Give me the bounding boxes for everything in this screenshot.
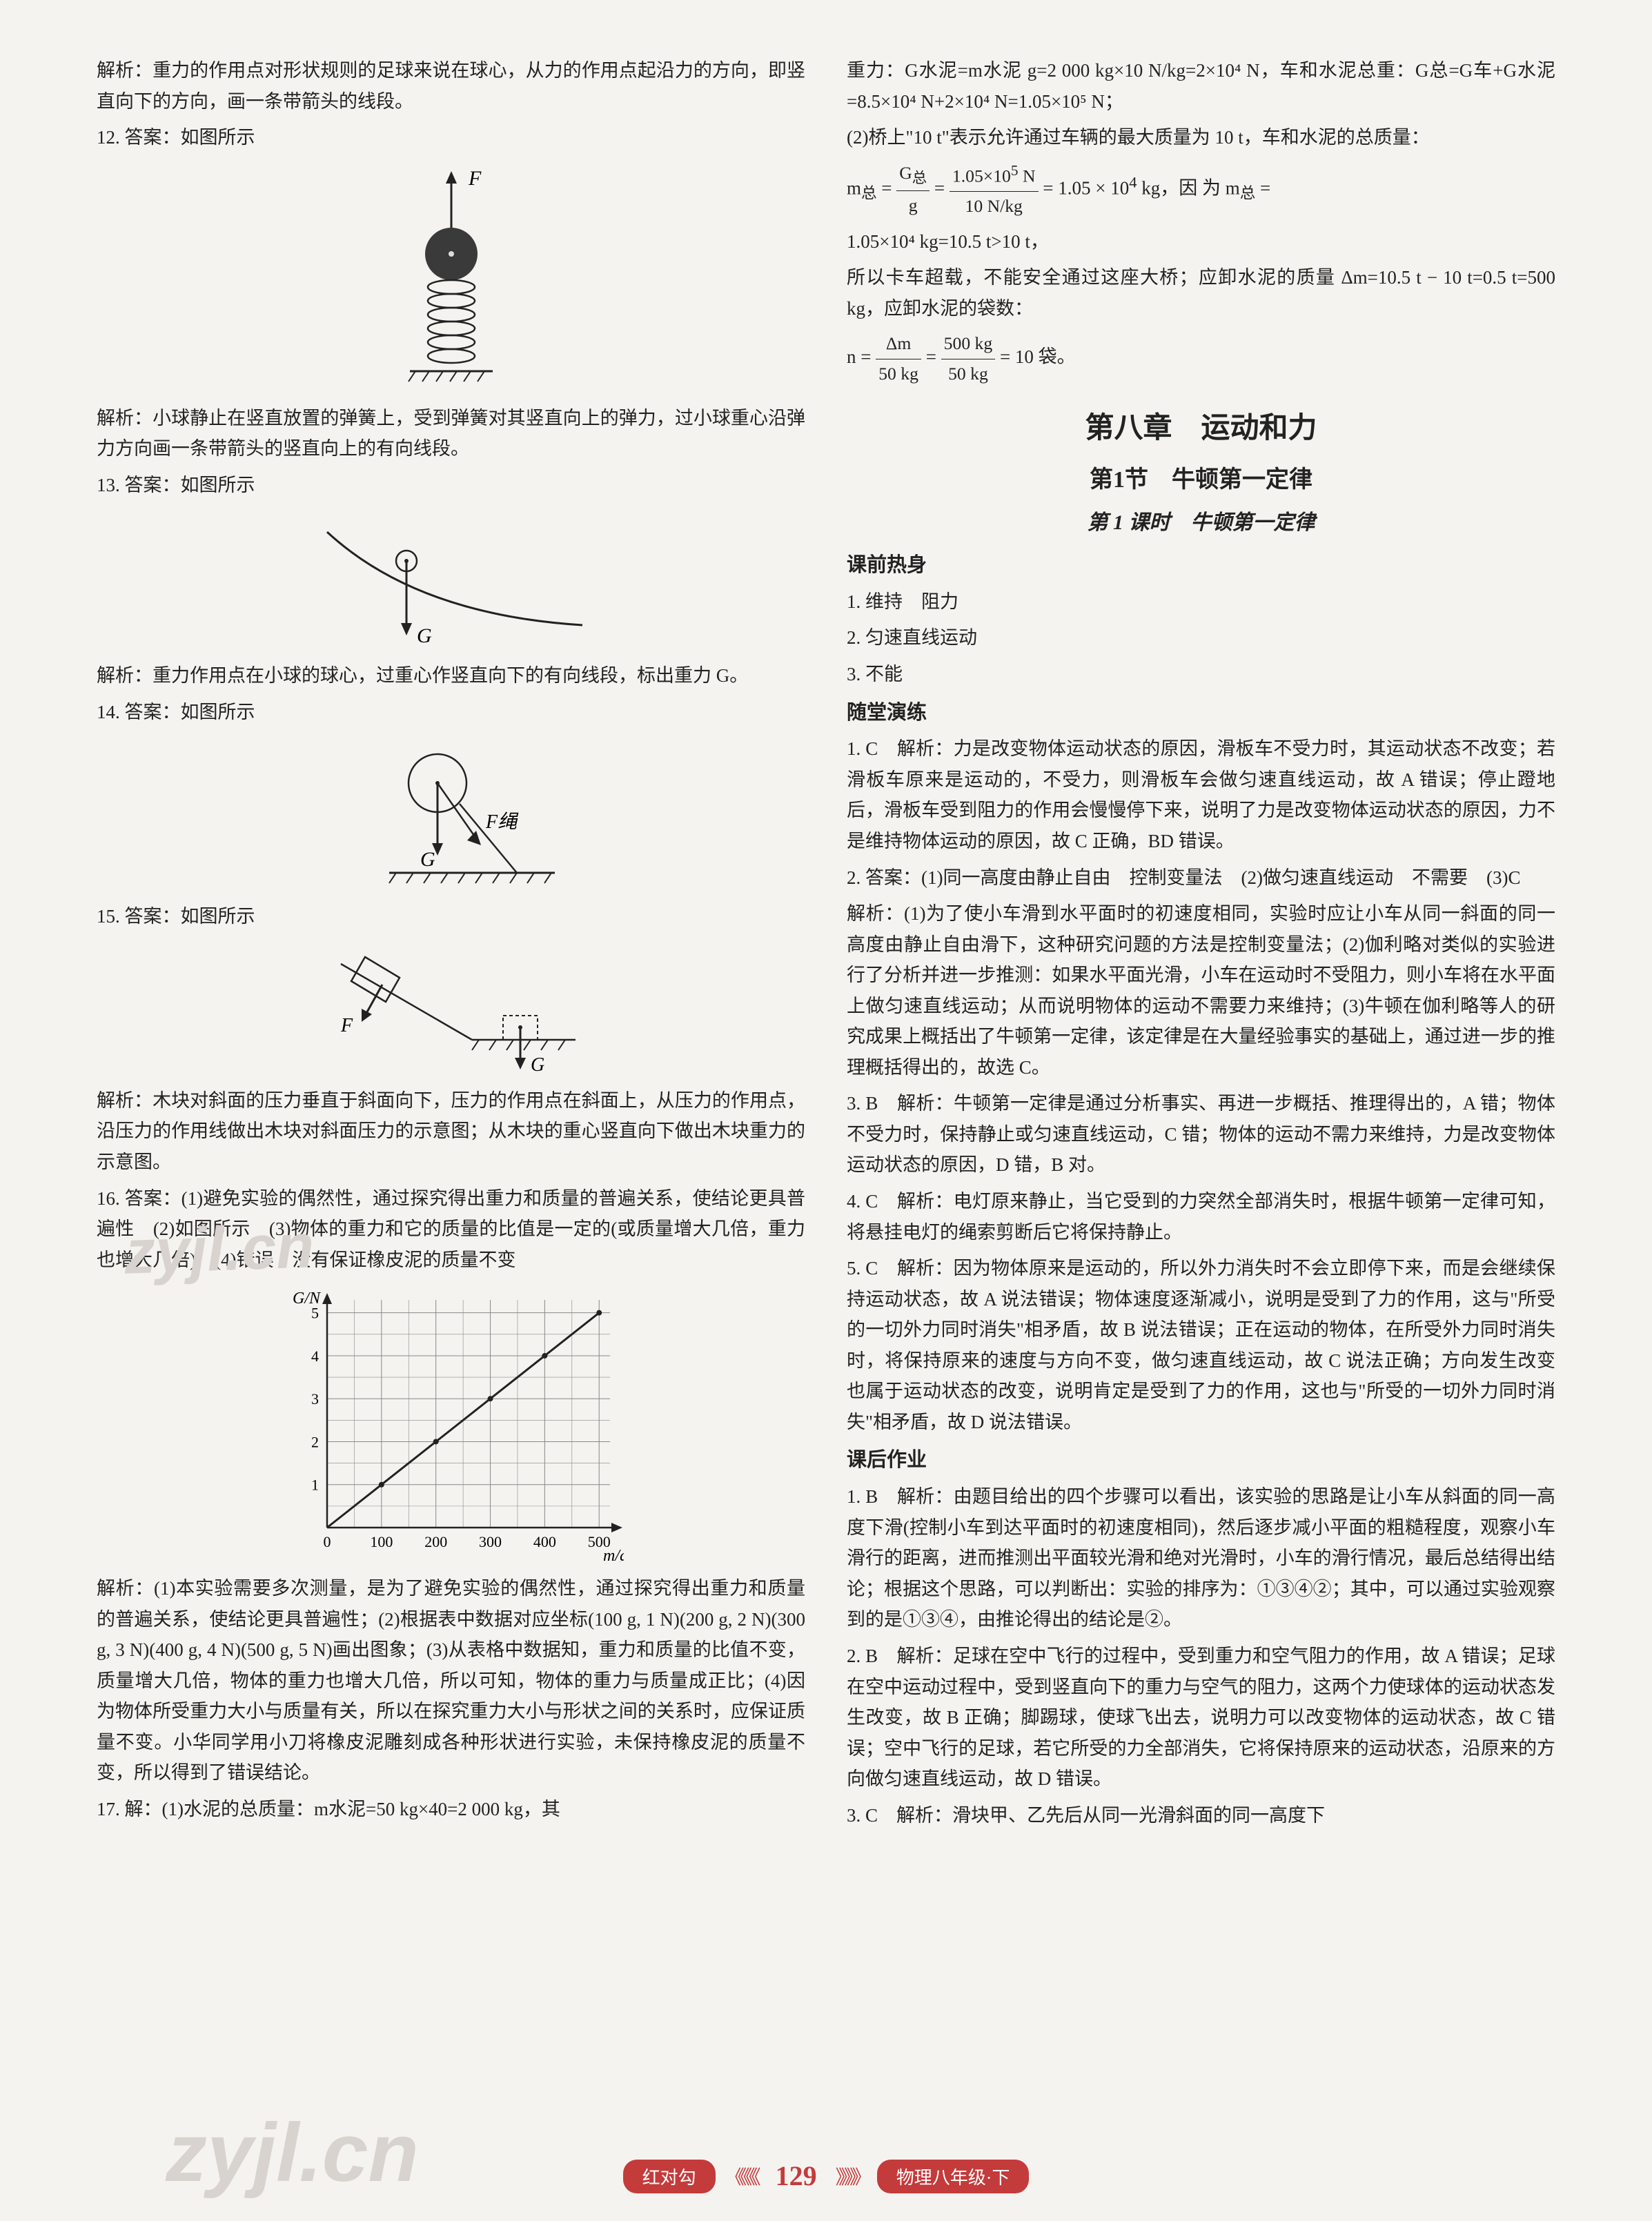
item-15-analysis: 解析：木块对斜面的压力垂直于斜面向下，压力的作用点在斜面上，从压力的作用点，沿压…	[97, 1085, 805, 1178]
label-F: F	[468, 167, 482, 190]
in-2: 2. 答案：(1)同一高度由静止自由 控制变量法 (2)做匀速直线运动 不需要 …	[847, 862, 1555, 894]
preclass-heading: 课前热身	[847, 549, 1555, 582]
figure-15: F G	[97, 943, 805, 1074]
page-content: 解析：重力的作用点对形状规则的足球来说在球心，从力的作用点起沿力的方向，即竖直向…	[97, 55, 1555, 1836]
item-17-label: 17. 解：(1)水泥的总质量：m水泥=50 kg×40=2 000 kg，其	[97, 1794, 805, 1825]
svg-text:3: 3	[311, 1390, 319, 1408]
svg-text:100: 100	[370, 1533, 393, 1550]
rope-ball-svg: F绳 G	[320, 738, 582, 890]
svg-text:400: 400	[533, 1533, 555, 1550]
pre-1: 1. 维持 阻力	[847, 586, 1555, 618]
svg-text:300: 300	[479, 1533, 502, 1550]
chapter-title: 第八章 运动和力	[847, 405, 1555, 453]
in-2a: 解析：(1)为了使小车滑到水平面时的初速度相同，实验时应让小车从同一斜面的同一高…	[847, 898, 1555, 1083]
in-1: 1. C 解析：力是改变物体运动状态的原因，滑板车不受力时，其运动状态不改变；若…	[847, 733, 1555, 856]
post-1: 1. B 解析：由题目给出的四个步骤可以看出，该实验的思路是让小车从斜面的同一高…	[847, 1481, 1555, 1635]
eq-m: m总 = G总g = 1.05×105 N10 N/kg = 1.05 × 10…	[847, 159, 1555, 221]
eq-m2: 1.05×10⁴ kg=10.5 t>10 t，	[847, 226, 1555, 257]
svg-text:4: 4	[311, 1348, 319, 1365]
cont-17c: 所以卡车超载，不能安全通过这座大桥；应卸水泥的质量 Δm=10.5 t − 10…	[847, 262, 1555, 324]
post-2: 2. B 解析：足球在空中飞行的过程中，受到重力和空气阻力的作用，故 A 错误；…	[847, 1641, 1555, 1795]
svg-text:m/g: m/g	[603, 1547, 624, 1562]
in-3: 3. B 解析：牛顿第一定律是通过分析事实、再进一步概括、推理得出的，A 错；物…	[847, 1088, 1555, 1181]
subsection-title: 第 1 课时 牛顿第一定律	[847, 506, 1555, 540]
spring-ball-svg: F	[375, 164, 527, 392]
arrow-right-icon: 》》》》	[836, 2162, 867, 2190]
arrow-left-icon: 《《《《	[725, 2162, 757, 2190]
analysis-11: 解析：重力的作用点对形状规则的足球来说在球心，从力的作用点起沿力的方向，即竖直向…	[97, 55, 805, 117]
pre-3: 3. 不能	[847, 659, 1555, 690]
svg-text:200: 200	[424, 1533, 447, 1550]
figure-13: G	[97, 511, 805, 649]
figure-16-chart: 010020030040050012345m/gG/N	[97, 1286, 805, 1562]
left-column: 解析：重力的作用点对形状规则的足球来说在球心，从力的作用点起沿力的方向，即竖直向…	[97, 55, 805, 1836]
item-16-analysis: 解析：(1)本实验需要多次测量，是为了避免实验的偶然性，通过探究得出重力和质量的…	[97, 1573, 805, 1788]
page-footer: 红对勾 《《《《 129 》》》》 物理八年级·下	[0, 2152, 1652, 2200]
svg-text:0: 0	[323, 1533, 331, 1550]
gn-chart-svg: 010020030040050012345m/gG/N	[279, 1286, 624, 1562]
cont-17b: (2)桥上"10 t"表示允许通过车辆的最大质量为 10 t，车和水泥的总质量：	[847, 122, 1555, 153]
incline-block-svg: F G	[299, 943, 603, 1074]
in-4: 4. C 解析：电灯原来静止，当它受到的力突然全部消失时，根据牛顿第一定律可知，…	[847, 1186, 1555, 1247]
section-title: 第1节 牛顿第一定律	[847, 461, 1555, 500]
right-column: 重力：G水泥=m水泥 g=2 000 kg×10 N/kg=2×10⁴ N，车和…	[847, 55, 1555, 1836]
footer-left-pill: 红对勾	[623, 2160, 716, 2193]
label-G: G	[417, 624, 432, 647]
label-G14: G	[420, 848, 435, 871]
cont-17: 重力：G水泥=m水泥 g=2 000 kg×10 N/kg=2×10⁴ N，车和…	[847, 55, 1555, 117]
eq-n: n = Δm50 kg = 500 kg50 kg = 10 袋。	[847, 329, 1555, 388]
item-12-label: 12. 答案：如图所示	[97, 122, 805, 153]
postclass-heading: 课后作业	[847, 1444, 1555, 1477]
figure-12: F	[97, 164, 805, 392]
curve-ball-svg: G	[306, 511, 596, 649]
post-3: 3. C 解析：滑块甲、乙先后从同一光滑斜面的同一高度下	[847, 1800, 1555, 1831]
figure-14: F绳 G	[97, 738, 805, 890]
label-Frope: F绳	[485, 811, 519, 833]
item-13-analysis: 解析：重力作用点在小球的球心，过重心作竖直向下的有向线段，标出重力 G。	[97, 660, 805, 691]
item-13-label: 13. 答案：如图所示	[97, 470, 805, 501]
item-12-analysis: 解析：小球静止在竖直放置的弹簧上，受到弹簧对其竖直向上的弹力，过小球重心沿弹力方…	[97, 403, 805, 464]
label-F15: F	[340, 1015, 353, 1036]
item-15-label: 15. 答案：如图所示	[97, 901, 805, 932]
page-number: 129	[765, 2152, 827, 2200]
svg-text:1: 1	[311, 1477, 319, 1494]
pre-2: 2. 匀速直线运动	[847, 622, 1555, 653]
in-5: 5. C 解析：因为物体原来是运动的，所以外力消失时不会立即停下来，而是会继续保…	[847, 1253, 1555, 1437]
svg-text:G/N: G/N	[293, 1290, 322, 1307]
footer-right-pill: 物理八年级·下	[877, 2160, 1030, 2193]
inclass-heading: 随堂演练	[847, 697, 1555, 730]
label-G15: G	[531, 1054, 544, 1074]
item-16-label: 16. 答案：(1)避免实验的偶然性，通过探究得出重力和质量的普遍关系，使结论更…	[97, 1183, 805, 1276]
svg-text:2: 2	[311, 1434, 319, 1451]
item-14-label: 14. 答案：如图所示	[97, 697, 805, 728]
